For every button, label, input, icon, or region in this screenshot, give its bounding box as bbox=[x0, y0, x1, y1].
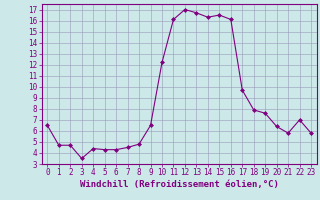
X-axis label: Windchill (Refroidissement éolien,°C): Windchill (Refroidissement éolien,°C) bbox=[80, 180, 279, 189]
